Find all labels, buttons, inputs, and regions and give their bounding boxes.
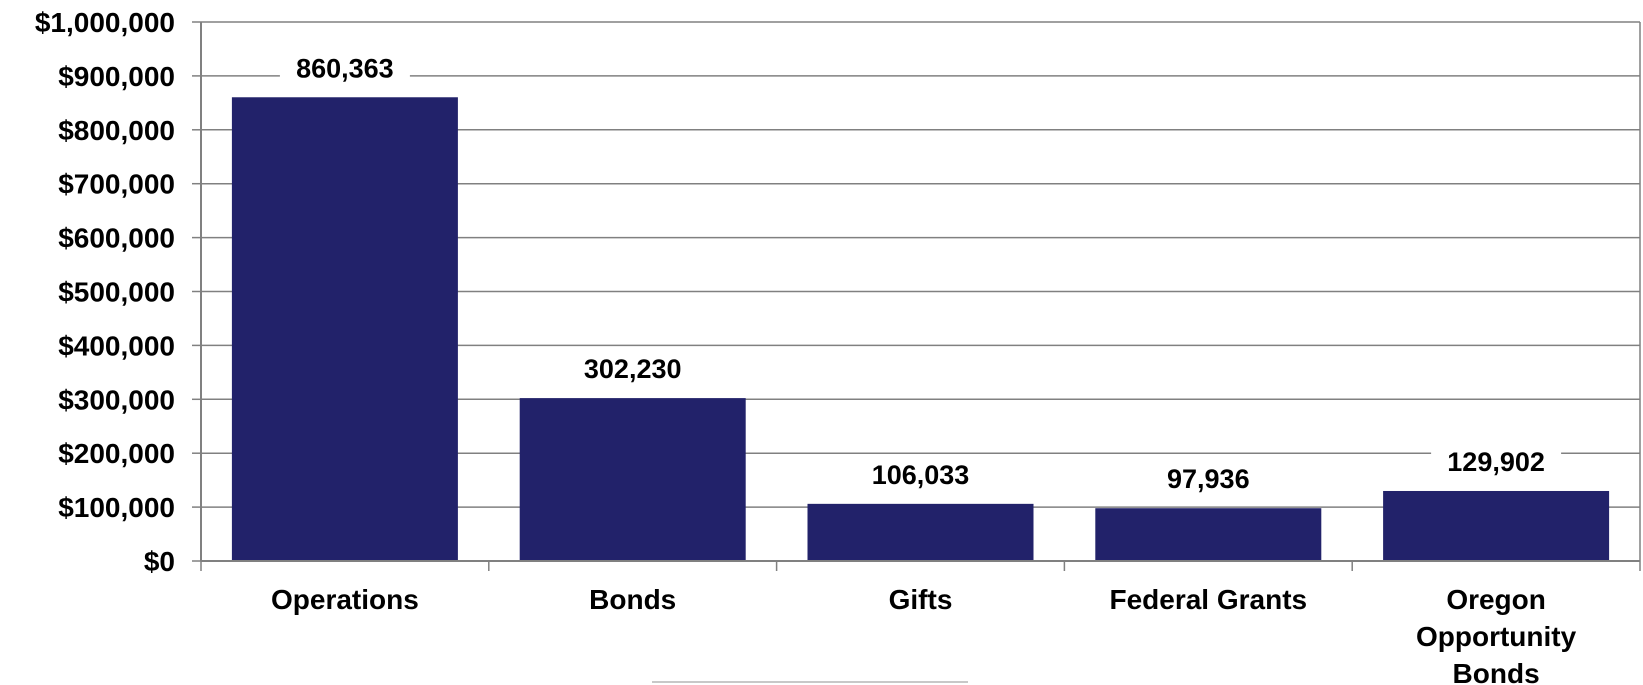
data-label: 97,936: [1167, 464, 1250, 494]
bar: [1383, 490, 1610, 561]
data-label-bg: [567, 350, 698, 389]
category-label: Bonds: [589, 584, 676, 615]
category-label: Operations: [271, 584, 419, 615]
data-label: 860,363: [296, 53, 394, 83]
bars: [231, 97, 1610, 561]
data-label: 106,033: [872, 460, 970, 490]
data-label: 302,230: [584, 354, 682, 384]
y-tick-label: $900,000: [58, 61, 175, 92]
y-tick-label: $800,000: [58, 115, 175, 146]
y-tick-label: $700,000: [58, 169, 175, 200]
data-label-bg: [279, 49, 410, 88]
y-tick-label: $200,000: [58, 438, 175, 469]
category-label: Federal Grants: [1109, 584, 1307, 615]
bar: [519, 398, 746, 561]
y-tick-label: $100,000: [58, 492, 175, 523]
y-tick-label: $400,000: [58, 330, 175, 361]
data-label: 129,902: [1447, 447, 1545, 477]
data-label-bg: [1431, 442, 1562, 481]
y-tick-label: $1,000,000: [35, 7, 175, 38]
data-label-bg: [1143, 460, 1274, 499]
category-label: Gifts: [889, 584, 953, 615]
bar: [807, 503, 1034, 561]
axes: [192, 21, 1641, 571]
data-labels: 860,363 302,230 106,033 97,936 129,902: [279, 49, 1562, 499]
y-tick-label: $600,000: [58, 223, 175, 254]
bar: [1095, 508, 1322, 561]
y-tick-label: $0: [144, 546, 175, 577]
data-label-bg: [855, 455, 986, 494]
y-axis-ticks: $0 $100,000 $200,000 $300,000 $400,000 $500,0…: [35, 7, 175, 577]
y-tick-label: $500,000: [58, 277, 175, 308]
category-label: Oregon Opportunity Bonds: [1416, 584, 1577, 685]
x-axis-categories: Operations Bonds Gifts Federal Grants Oregon…: [271, 584, 1577, 685]
y-tick-label: $300,000: [58, 384, 175, 415]
bar: [231, 97, 458, 561]
